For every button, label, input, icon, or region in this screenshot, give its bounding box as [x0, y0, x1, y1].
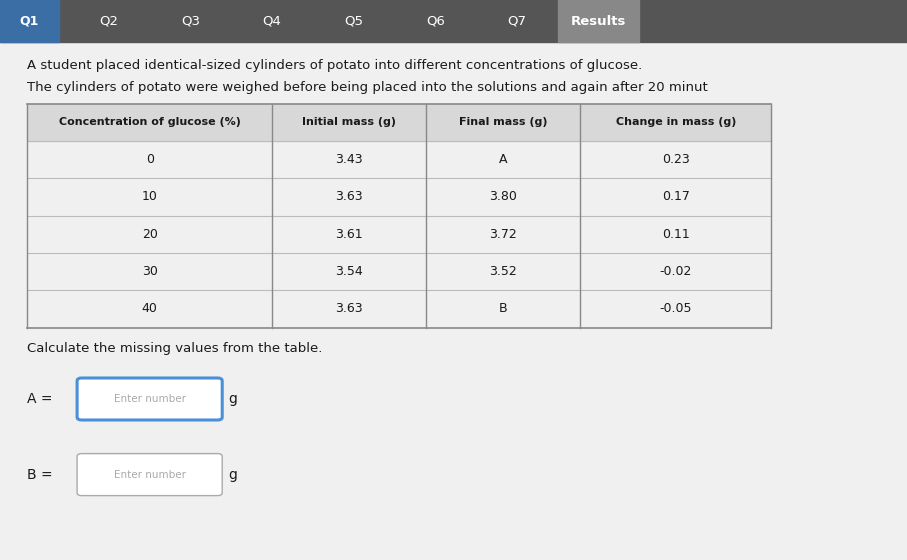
- Bar: [27, 104, 771, 141]
- Text: 0: 0: [146, 153, 153, 166]
- Text: 20: 20: [141, 228, 158, 241]
- Text: Q3: Q3: [181, 15, 200, 27]
- Text: 3.63: 3.63: [336, 190, 363, 203]
- Text: Results: Results: [571, 15, 627, 27]
- Text: A: A: [499, 153, 508, 166]
- Text: -0.02: -0.02: [659, 265, 692, 278]
- Text: 3.43: 3.43: [336, 153, 363, 166]
- Text: B: B: [499, 302, 508, 315]
- Text: Initial mass (g): Initial mass (g): [302, 117, 396, 127]
- Bar: [0, 0, 907, 42]
- Text: Q7: Q7: [508, 15, 526, 27]
- Text: 3.72: 3.72: [490, 228, 517, 241]
- Text: A =: A =: [27, 392, 53, 406]
- Text: g: g: [229, 468, 238, 482]
- Text: Change in mass (g): Change in mass (g): [616, 117, 736, 127]
- Text: g: g: [229, 392, 238, 406]
- Text: A student placed identical-sized cylinders of potato into different concentratio: A student placed identical-sized cylinde…: [27, 59, 642, 72]
- Text: Enter number: Enter number: [113, 394, 186, 404]
- Text: 10: 10: [141, 190, 158, 203]
- Text: Q2: Q2: [100, 15, 118, 27]
- Text: Q5: Q5: [345, 15, 363, 27]
- Text: 0.11: 0.11: [662, 228, 689, 241]
- Text: 3.61: 3.61: [336, 228, 363, 241]
- Text: 3.63: 3.63: [336, 302, 363, 315]
- Bar: [558, 0, 639, 42]
- FancyBboxPatch shape: [77, 378, 222, 420]
- Text: Q4: Q4: [263, 15, 281, 27]
- Text: 3.52: 3.52: [490, 265, 517, 278]
- Text: 40: 40: [141, 302, 158, 315]
- Text: The cylinders of potato were weighed before being placed into the solutions and : The cylinders of potato were weighed bef…: [27, 81, 708, 94]
- Text: 3.80: 3.80: [490, 190, 517, 203]
- FancyBboxPatch shape: [77, 454, 222, 496]
- Bar: [0, 0, 59, 42]
- Text: 3.54: 3.54: [336, 265, 363, 278]
- Text: 0.23: 0.23: [662, 153, 689, 166]
- Text: B =: B =: [27, 468, 53, 482]
- Text: Q6: Q6: [426, 15, 444, 27]
- Text: -0.05: -0.05: [659, 302, 692, 315]
- Text: Enter number: Enter number: [113, 470, 186, 479]
- Text: Final mass (g): Final mass (g): [459, 117, 548, 127]
- Text: Concentration of glucose (%): Concentration of glucose (%): [59, 117, 240, 127]
- Text: 0.17: 0.17: [662, 190, 689, 203]
- Text: 30: 30: [141, 265, 158, 278]
- Text: Q1: Q1: [19, 15, 39, 27]
- Text: Calculate the missing values from the table.: Calculate the missing values from the ta…: [27, 342, 323, 354]
